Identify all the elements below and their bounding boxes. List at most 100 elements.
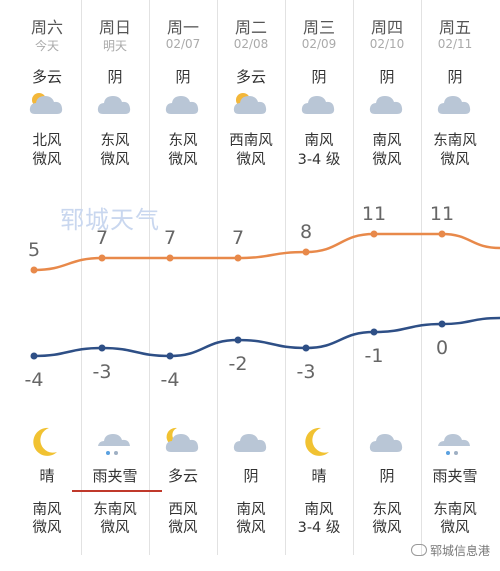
- day-column: 周六 今天 多云 北风 微风 晴 南风 微风: [13, 0, 81, 555]
- partly-cloudy-icon: [29, 93, 63, 114]
- high-temp-point: [302, 248, 310, 256]
- day-condition: 阴: [107, 68, 123, 86]
- high-temp-label: 11: [362, 203, 386, 225]
- high-temp-point: [98, 254, 106, 262]
- day-column: 周日 明天 阴 东风 微风 雨夹雪 东南风 微风: [81, 0, 149, 555]
- cloud-icon: [97, 96, 131, 114]
- night-wind-direction: 南风: [304, 502, 334, 518]
- night-wind-direction: 南风: [32, 502, 62, 518]
- night-wind-level: 微风: [32, 520, 62, 536]
- column-divider: [285, 0, 286, 555]
- low-temp-label: -3: [297, 361, 316, 383]
- day-column: 周二 02/08 多云 西南风 微风 阴 南风 微风: [217, 0, 285, 555]
- watermark: 郓城天气: [60, 206, 160, 234]
- column-divider: [421, 0, 422, 555]
- night-wind-level: 微风: [440, 520, 470, 536]
- night-wind-direction: 南风: [236, 502, 266, 518]
- high-temp-point: [438, 230, 446, 238]
- date-label: 02/09: [301, 37, 337, 51]
- low-temp-point: [166, 352, 174, 360]
- day-wind-direction: 南风: [304, 133, 334, 149]
- day-wind-direction: 东南风: [433, 133, 477, 149]
- day-wind-direction: 东风: [168, 133, 198, 149]
- day-label: 周二: [234, 18, 267, 37]
- date-label: 02/08: [233, 37, 269, 51]
- day-label: 周五: [438, 18, 471, 37]
- date-label: 02/10: [369, 37, 405, 51]
- day-wind-level: 微风: [236, 152, 266, 168]
- night-condition: 阴: [379, 467, 395, 485]
- day-wind-level: 3-4 级: [297, 152, 341, 168]
- day-condition: 阴: [447, 68, 463, 86]
- moon-icon: [33, 427, 57, 456]
- low-temp-point: [302, 344, 310, 352]
- low-temp-label: -3: [93, 361, 112, 383]
- night-condition: 晴: [311, 467, 327, 485]
- night-wind-level: 微风: [372, 520, 402, 536]
- date-label: 02/07: [165, 37, 201, 51]
- day-label: 周日: [98, 18, 131, 37]
- brand: 郓城信息港: [410, 542, 490, 559]
- red-underline: [72, 490, 162, 492]
- high-temp-point: [234, 254, 242, 262]
- high-temp-label: 7: [164, 227, 176, 249]
- day-label: 周六: [30, 18, 63, 37]
- day-condition: 阴: [311, 68, 327, 86]
- high-temp-label: 5: [28, 239, 40, 261]
- high-temp-label: 11: [430, 203, 454, 225]
- night-condition: 阴: [243, 467, 259, 485]
- low-temp-label: -4: [25, 369, 44, 391]
- high-temp-point: [370, 230, 378, 238]
- low-temp-point: [370, 328, 378, 336]
- low-temp-point: [438, 320, 446, 328]
- day-wind-direction: 东风: [100, 133, 130, 149]
- high-temp-label: 7: [96, 227, 108, 249]
- day-wind-level: 微风: [32, 152, 62, 168]
- cloud-icon: [165, 96, 199, 114]
- day-condition: 多云: [31, 68, 62, 86]
- night-wind-direction: 东风: [372, 502, 402, 518]
- night-wind-direction: 西风: [168, 502, 198, 518]
- day-column: 周一 02/07 阴 东风 微风 多云 西风 微风: [149, 0, 217, 555]
- sleet-icon: [437, 434, 471, 455]
- date-label: 02/11: [437, 37, 473, 51]
- high-temp-label: 8: [300, 221, 312, 243]
- day-wind-direction: 西南风: [229, 133, 273, 149]
- moon-cloud-icon: [165, 427, 199, 452]
- high-temp-line: [33, 232, 500, 272]
- high-temp-label: 7: [232, 227, 244, 249]
- day-wind-level: 微风: [372, 152, 402, 168]
- day-wind-level: 微风: [440, 152, 470, 168]
- partly-cloudy-icon: [233, 93, 267, 114]
- day-column: 周三 02/09 阴 南风 3-4 级 晴 南风 3-4 级: [285, 0, 353, 555]
- brand-label: 郓城信息港: [429, 544, 490, 558]
- cloud-icon: [233, 434, 267, 452]
- day-condition: 阴: [175, 68, 191, 86]
- night-wind-level: 微风: [168, 520, 198, 536]
- cloud-icon: [301, 96, 335, 114]
- day-column: 周五 02/11 阴 东南风 微风 雨夹雪 东南风 微风: [421, 0, 489, 555]
- day-label: 周三: [302, 18, 335, 37]
- column-divider: [353, 0, 354, 555]
- day-label: 周四: [370, 18, 403, 37]
- day-condition: 多云: [235, 68, 266, 86]
- night-wind-direction: 东南风: [433, 502, 477, 518]
- footer: [0, 555, 500, 571]
- day-wind-level: 微风: [100, 152, 130, 168]
- cloud-icon: [369, 96, 403, 114]
- low-temp-point: [98, 344, 106, 352]
- high-temp-point: [166, 254, 174, 262]
- night-condition: 晴: [39, 467, 55, 485]
- day-condition: 阴: [379, 68, 395, 86]
- night-wind-level: 微风: [100, 520, 130, 536]
- day-label: 周一: [166, 18, 199, 37]
- date-label: 今天: [34, 39, 59, 53]
- low-temp-label: -1: [365, 345, 384, 367]
- low-temp-point: [234, 336, 242, 344]
- day-wind-direction: 南风: [372, 133, 402, 149]
- night-condition: 雨夹雪: [432, 467, 478, 485]
- night-wind-direction: 东南风: [93, 502, 137, 518]
- night-wind-level: 微风: [236, 520, 266, 536]
- high-temp-point: [30, 266, 38, 274]
